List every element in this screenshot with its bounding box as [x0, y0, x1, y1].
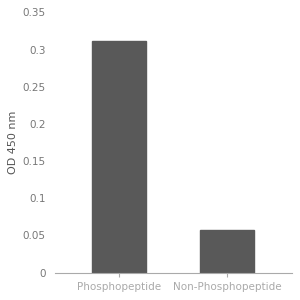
Bar	[92, 40, 146, 273]
Y-axis label: OD 450 nm: OD 450 nm	[8, 111, 18, 174]
Bar	[200, 230, 254, 273]
